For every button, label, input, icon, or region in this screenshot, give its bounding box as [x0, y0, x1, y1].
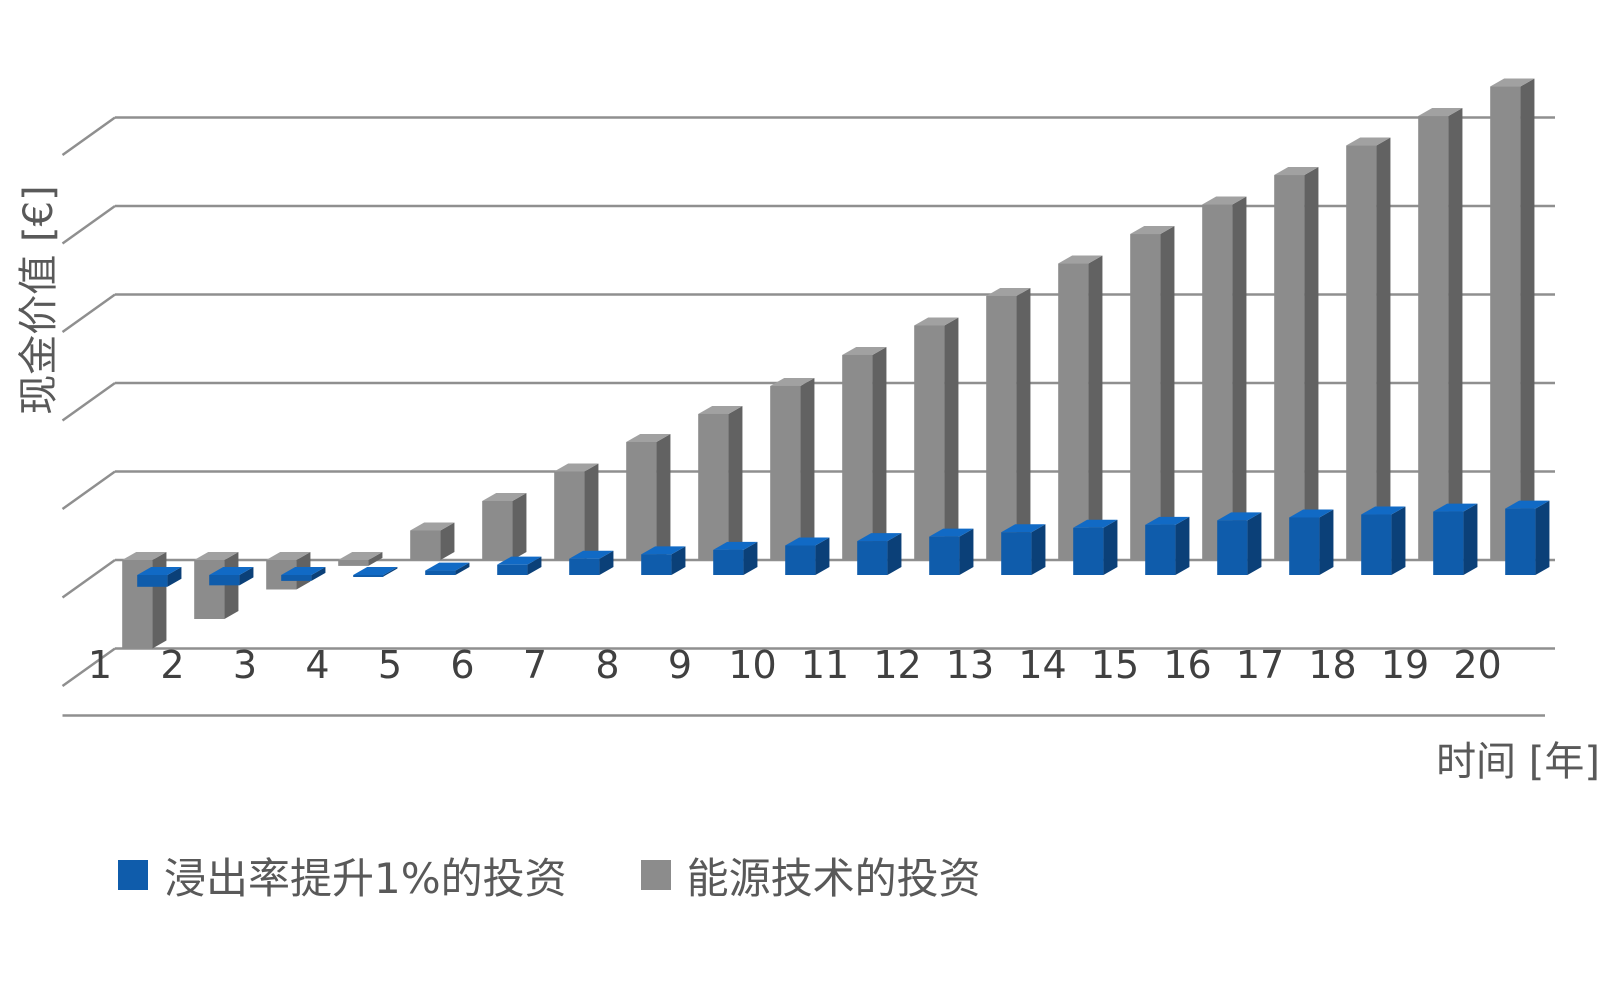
- x-tick-label: 20: [1453, 643, 1501, 687]
- bar-leach-14: [1073, 519, 1118, 575]
- gridline-depth: [61, 293, 116, 334]
- x-tick-label: 1: [88, 643, 112, 687]
- bar-leach-17: [1289, 509, 1334, 575]
- bar-leach-8: [641, 546, 686, 575]
- bar-energy-7: [554, 463, 599, 560]
- x-tick-label: 16: [1163, 643, 1211, 687]
- y-axis-title: 现金价值 [€]: [16, 185, 62, 414]
- x-tick-label: 15: [1091, 643, 1139, 687]
- bar-energy-8: [626, 434, 671, 560]
- bar-energy-17: [1274, 167, 1319, 560]
- gridline-depth: [61, 558, 116, 599]
- bar-leach-10: [785, 537, 830, 575]
- bar-leach-2: [209, 567, 254, 586]
- bar-energy-11: [842, 346, 887, 560]
- gridline-depth: [61, 204, 116, 245]
- x-axis-title: 时间 [年]: [1436, 739, 1600, 785]
- x-tick-label: 2: [160, 643, 184, 687]
- bar-leach-5: [425, 562, 470, 575]
- bar-energy-10: [770, 377, 815, 560]
- bar-leach-6: [497, 556, 542, 575]
- legend-swatch-energy: [640, 860, 671, 890]
- bar-leach-3: [281, 567, 326, 581]
- x-tick-label: 17: [1236, 643, 1284, 687]
- bar-leach-19: [1433, 503, 1478, 575]
- legend: 浸出率提升1%的投资 能源技术的投资: [118, 845, 1055, 905]
- bar-energy-9: [698, 405, 743, 560]
- bar-energy-18: [1346, 137, 1391, 560]
- gridline-depth: [61, 470, 116, 511]
- x-tick-label: 7: [523, 643, 547, 687]
- bar-energy-14: [1058, 255, 1103, 560]
- bar-leach-11: [857, 533, 902, 575]
- bar-leach-16: [1217, 512, 1262, 575]
- x-tick-label: 10: [728, 643, 776, 687]
- bar-leach-1: [137, 567, 182, 587]
- bar-leach-20: [1505, 500, 1550, 575]
- bar-energy-5: [410, 522, 455, 560]
- x-tick-label: 6: [450, 643, 474, 687]
- bar-leach-4: [353, 567, 398, 577]
- bar-energy-6: [482, 493, 527, 560]
- bar-energy-15: [1130, 226, 1175, 560]
- bar-leach-9: [713, 541, 758, 575]
- x-tick-label: 3: [233, 643, 257, 687]
- legend-item-energy[interactable]: 能源技术的投资: [640, 845, 981, 906]
- legend-item-leach[interactable]: 浸出率提升1%的投资: [118, 845, 567, 906]
- gridline-depth: [61, 381, 116, 422]
- bar-energy-2: [194, 552, 239, 619]
- bar-leach-13: [1001, 524, 1046, 575]
- bar-energy-20: [1490, 78, 1535, 561]
- bars: [122, 78, 1550, 649]
- x-tick-label: 4: [305, 643, 329, 687]
- legend-swatch-leach: [118, 860, 148, 890]
- bar-energy-16: [1202, 196, 1247, 560]
- bar-energy-13: [986, 287, 1031, 560]
- bar-leach-12: [929, 528, 974, 575]
- bar-leach-15: [1145, 516, 1190, 575]
- x-tick-label: 9: [668, 643, 692, 687]
- bar-energy-4: [338, 552, 383, 566]
- bar-leach-7: [569, 550, 614, 575]
- x-tick-label: 5: [378, 643, 402, 687]
- x-tick-label: 12: [873, 643, 921, 687]
- legend-label-energy: 能源技术的投资: [686, 853, 981, 903]
- gridline-depth: [61, 116, 116, 157]
- x-tick-labels: 1 2 3 4 5 6 7 8 9 10 11 12 13 14 15 16 17 18 19 20: [88, 643, 1502, 687]
- bar-energy-12: [914, 317, 959, 560]
- legend-label-leach: 浸出率提升1%的投资: [164, 853, 567, 903]
- x-tick-label: 19: [1381, 643, 1429, 687]
- bar-energy-19: [1418, 108, 1463, 561]
- gridline-depth: [61, 647, 116, 688]
- x-tick-label: 18: [1308, 643, 1356, 687]
- x-tick-label: 14: [1018, 643, 1066, 687]
- x-tick-label: 13: [946, 643, 994, 687]
- x-tick-label: 8: [595, 643, 619, 687]
- x-tick-label: 11: [801, 643, 849, 687]
- bar-energy-1: [122, 552, 167, 649]
- bar-leach-18: [1361, 506, 1406, 575]
